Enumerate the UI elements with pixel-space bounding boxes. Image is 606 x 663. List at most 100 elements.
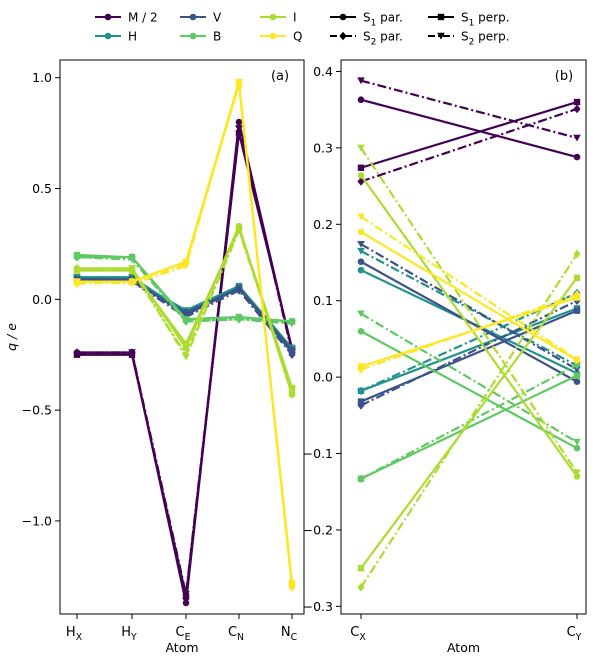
legend-entry-s1par: S1 par. (330, 11, 403, 29)
x-tick-label: CX (350, 625, 366, 643)
data-point (182, 318, 190, 326)
y-tick-label: 0.0 (313, 370, 333, 385)
data-point (357, 258, 365, 266)
y-tick-label: −1.0 (22, 513, 52, 528)
series-M-s1perp (73, 129, 296, 600)
series-Q-s2perp (73, 78, 296, 589)
legend-marker (339, 31, 347, 41)
legend-label: V (213, 11, 222, 25)
data-point (128, 256, 136, 264)
data-point (357, 327, 365, 335)
series-line (360, 215, 578, 361)
panel-b: 0.4 0.3 0.2 0.1 0.0 −0.1 −0.2 −0.3 CX CY Atom (b) (303, 59, 587, 655)
legend-entry-s2par: S2 par. (330, 30, 403, 48)
data-point (235, 78, 243, 86)
data-point (288, 349, 296, 357)
series-B-s2perp (73, 254, 296, 328)
series-line (360, 100, 578, 169)
data-point (357, 363, 365, 370)
panel-a: 1.0 0.5 0.0 −0.5 −1.0 HX HY CE CN NC Atom q / e (a) (4, 59, 305, 655)
data-point (573, 134, 581, 142)
data-point (573, 307, 581, 314)
series-line (77, 132, 294, 598)
data-point (573, 438, 581, 446)
series-line (76, 81, 294, 588)
y-axis-label: q / e (4, 323, 19, 351)
series-line (360, 79, 578, 140)
data-point (357, 213, 365, 221)
series-line (77, 81, 294, 586)
x-tick-label: HX (66, 625, 83, 643)
legend-marker (189, 13, 197, 21)
data-point (573, 473, 581, 480)
series-line (360, 147, 578, 474)
series-M-s2par (357, 104, 581, 186)
legend-marker (269, 32, 277, 40)
series-Q-s1par (357, 228, 581, 364)
series-I-s2perp (357, 144, 581, 477)
data-point (357, 144, 365, 152)
series-line (76, 127, 294, 596)
data-point (573, 294, 581, 301)
series-line (76, 81, 294, 586)
data-point (357, 240, 365, 248)
series-M-s2perp (73, 125, 296, 598)
data-point (573, 378, 581, 386)
legend-marker (339, 13, 347, 21)
data-point (573, 444, 581, 452)
legend-marker (269, 13, 277, 21)
series-line (360, 243, 578, 371)
data-point (573, 469, 581, 477)
y-tick-label: −0.2 (303, 522, 333, 537)
data-point (357, 582, 365, 592)
data-point (573, 249, 581, 259)
series-M-s1par (357, 96, 581, 161)
series-line (360, 98, 578, 159)
legend-label: S2 par. (363, 30, 403, 48)
data-point (235, 118, 243, 126)
legend-label: S2 perp. (461, 30, 510, 48)
data-point (573, 274, 581, 281)
legend-entry-M: M / 2 (95, 11, 158, 25)
data-point (357, 247, 365, 255)
data-point (288, 386, 296, 394)
series-Q-s1par (73, 78, 296, 589)
series-line (360, 312, 578, 444)
data-point (357, 172, 365, 179)
data-point (73, 278, 81, 286)
series-Q-s2par (73, 77, 296, 592)
legend-label: S1 par. (363, 11, 403, 29)
data-point (357, 266, 365, 274)
data-point (182, 599, 190, 607)
panel-label: (b) (555, 69, 573, 84)
legend-entry-I: I (260, 11, 297, 25)
x-axis-label: Atom (165, 640, 198, 655)
legend-entry-B: B (180, 30, 221, 44)
series-Q-s2perp (357, 213, 581, 364)
data-point (573, 366, 581, 374)
series-line (360, 107, 578, 183)
legend-label: S1 perp. (461, 11, 510, 29)
series-V-s2par (357, 296, 581, 410)
x-axis-label: Atom (447, 640, 480, 655)
data-point (288, 581, 296, 589)
data-point (128, 265, 136, 272)
data-point (573, 104, 581, 114)
y-tick-label: −0.3 (303, 599, 333, 614)
data-point (357, 310, 365, 318)
y-tick-label: 0.5 (32, 181, 52, 196)
data-point (73, 267, 81, 275)
data-point (573, 372, 581, 379)
data-point (357, 164, 365, 171)
data-point (573, 98, 581, 106)
series-line (360, 296, 578, 368)
data-point (573, 356, 581, 364)
data-point (182, 258, 190, 265)
y-tick-label: −0.5 (22, 403, 52, 418)
data-point (357, 77, 365, 85)
legend-label: H (128, 30, 137, 44)
data-point (182, 311, 190, 319)
legend-marker (104, 13, 112, 21)
data-point (182, 340, 190, 347)
